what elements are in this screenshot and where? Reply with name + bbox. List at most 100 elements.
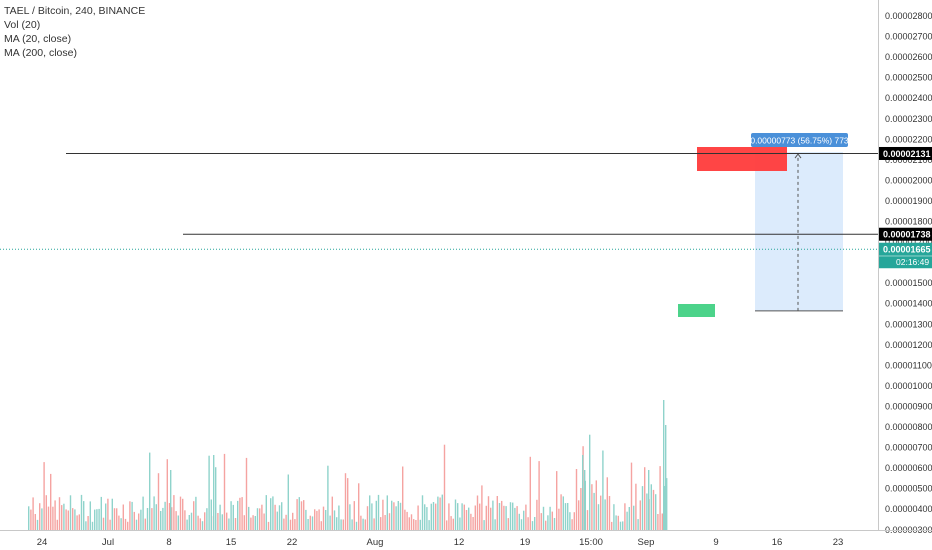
volume-bar — [351, 519, 353, 530]
volume-bar — [606, 477, 608, 530]
x-tick-label: 9 — [713, 537, 718, 548]
volume-bar — [327, 465, 329, 530]
volume-bar — [245, 457, 248, 530]
volume-bar — [292, 512, 294, 530]
volume-bar — [578, 500, 580, 530]
volume-bar — [417, 505, 419, 530]
y-tick-label: 0.00002300 — [885, 114, 932, 124]
volume-bar — [89, 501, 91, 530]
volume-bar — [591, 484, 593, 530]
y-tick-label: 0.00000900 — [885, 401, 932, 411]
volume-bar — [322, 506, 325, 530]
volume-bar — [509, 502, 512, 530]
volume-bar — [507, 518, 509, 530]
volume-bar — [665, 425, 667, 530]
volume-bar — [571, 519, 573, 530]
volume-bar — [448, 503, 450, 530]
volume-bar — [666, 478, 668, 530]
volume-bar — [65, 509, 67, 530]
volume-bar — [650, 484, 652, 530]
volume-bar — [47, 506, 50, 530]
legend-volume: Vol (20) — [4, 19, 41, 31]
volume-bar — [362, 518, 364, 530]
y-tick-label: 0.00002400 — [885, 93, 932, 103]
stop-box — [697, 147, 787, 171]
volume-bar — [589, 434, 591, 530]
volume-bar — [487, 496, 490, 530]
volume-bar — [452, 518, 454, 530]
volume-bar — [465, 510, 468, 530]
volume-bar — [155, 504, 157, 530]
volume-bar — [241, 497, 243, 530]
volume-bar — [50, 473, 52, 530]
volume-bar — [109, 519, 111, 530]
volume-bar — [600, 495, 602, 530]
volume-bar — [446, 520, 448, 530]
volume-bar — [639, 500, 641, 530]
volume-bar — [435, 503, 437, 530]
x-tick-label: 15:00 — [579, 537, 603, 548]
volume-bar — [624, 503, 626, 530]
volume-bar — [428, 520, 430, 530]
volume-bar — [250, 517, 252, 530]
volume-bar — [663, 486, 666, 530]
volume-bar — [457, 503, 459, 530]
volume-bar — [237, 500, 239, 530]
volume-bar — [399, 502, 402, 530]
volume-bar — [285, 514, 287, 530]
y-tick-label: 0.00001100 — [885, 360, 932, 370]
legend-ma200: MA (200, close) — [4, 47, 77, 59]
volume-bar — [76, 515, 78, 530]
volume-bar — [366, 506, 369, 530]
x-tick-label: 19 — [520, 537, 531, 548]
volume-bar — [87, 516, 89, 530]
volume-bar — [545, 520, 547, 530]
volume-bar — [34, 514, 36, 530]
volume-bar — [395, 506, 397, 530]
volume-bar — [593, 492, 595, 530]
volume-bar — [164, 501, 166, 530]
volume-bar — [344, 473, 347, 530]
y-tick-label: 0.00001000 — [885, 381, 932, 391]
volume-bar — [562, 496, 564, 530]
volume-bar — [384, 515, 386, 530]
volume-bar — [619, 521, 622, 530]
volume-bar — [540, 513, 542, 530]
volume-bar — [307, 519, 309, 530]
volume-bar — [188, 515, 190, 530]
volume-bar — [226, 512, 228, 530]
volume-bar — [472, 517, 474, 530]
volume-bar — [523, 510, 525, 530]
volume-bar — [162, 507, 164, 530]
volume-bar — [342, 519, 344, 530]
volume-bar — [316, 510, 318, 530]
x-tick-label: 12 — [454, 537, 465, 548]
volume-bar — [358, 483, 360, 530]
volume-bar — [215, 467, 217, 530]
volume-bar — [353, 501, 355, 530]
volume-bar — [263, 513, 265, 530]
price-label-current-bg — [879, 242, 932, 256]
volume-bar — [96, 509, 98, 530]
volume-bar — [336, 517, 338, 530]
volume-bar — [320, 521, 322, 530]
volume-bar — [83, 501, 85, 530]
volume-bar — [56, 519, 58, 530]
volume-bar — [551, 511, 553, 530]
volume-bar — [173, 495, 175, 530]
x-tick-label: Sep — [638, 537, 655, 548]
volume-bar — [54, 500, 56, 530]
volume-bar — [536, 499, 538, 530]
volume-bar — [153, 496, 155, 530]
volume-bar — [289, 519, 292, 530]
volume-bar — [186, 519, 188, 530]
x-tick-label: 16 — [772, 537, 783, 548]
volume-bar — [386, 495, 388, 530]
volume-bar — [213, 455, 215, 530]
volume-bar — [646, 493, 648, 530]
volume-bar — [36, 519, 39, 530]
volume-bar — [476, 495, 479, 530]
volume-bar — [369, 495, 371, 530]
volume-bar — [265, 495, 267, 530]
